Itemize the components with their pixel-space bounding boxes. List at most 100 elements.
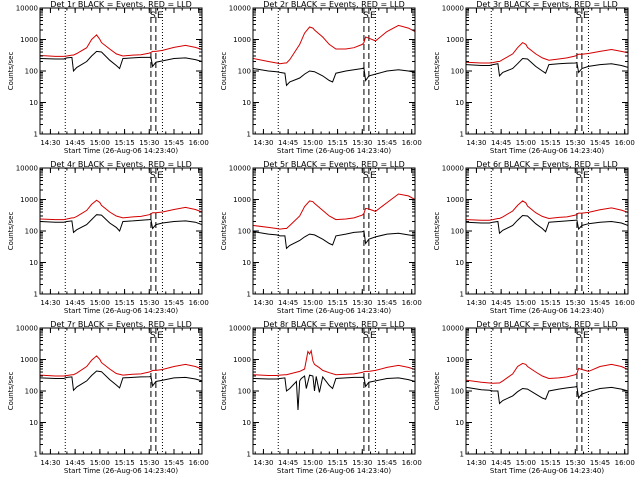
series-line-events xyxy=(466,214,629,235)
series-line-lld xyxy=(40,199,203,221)
marker-label: S xyxy=(150,331,156,341)
y-tick-label: 10000 xyxy=(16,325,38,333)
x-tick-label: 15:30 xyxy=(352,299,372,307)
y-tick-label: 1 xyxy=(247,451,251,459)
x-tick-label: 15:15 xyxy=(114,139,134,147)
y-tick-label: 1000 xyxy=(233,356,251,364)
plot-frame xyxy=(39,167,203,295)
panel-7: Det 7r BLACK = Events, RED = LLD S E 1 10 100… xyxy=(7,320,209,475)
x-tick-label: 15:00 xyxy=(516,139,536,147)
x-tick-label: 16:00 xyxy=(189,459,209,467)
x-tick-label: 14:45 xyxy=(65,459,85,467)
series-line-lld xyxy=(253,349,416,376)
y-tick-label: 1000 xyxy=(233,36,251,44)
y-tick-label: 10 xyxy=(455,419,464,427)
x-tick-label: 15:00 xyxy=(90,459,110,467)
x-tick-label: 14:30 xyxy=(466,299,486,307)
x-tick-label: 15:45 xyxy=(590,139,610,147)
x-tick-label: 15:45 xyxy=(164,299,184,307)
x-tick-label: 15:00 xyxy=(90,139,110,147)
marker-label: S xyxy=(150,11,156,21)
y-axis-label: Counts/sec xyxy=(220,52,228,91)
y-tick-label: 100 xyxy=(238,388,251,396)
marker-label: E xyxy=(157,11,163,21)
x-tick-label: 15:30 xyxy=(565,299,585,307)
series-line-lld xyxy=(466,200,629,221)
y-tick-label: 100 xyxy=(25,388,38,396)
x-tick-label: 14:45 xyxy=(491,459,511,467)
panel-title: Det 1r BLACK = Events, RED = LLD xyxy=(50,0,192,9)
y-tick-label: 10000 xyxy=(16,165,38,173)
marker-label: S xyxy=(576,331,582,341)
panel-title: Det 5r BLACK = Events, RED = LLD xyxy=(263,160,405,169)
series-line-events xyxy=(466,57,629,78)
x-tick-label: 15:00 xyxy=(303,299,323,307)
x-tick-label: 15:00 xyxy=(516,459,536,467)
x-axis-label: Start Time (26-Aug-06 14:23:40) xyxy=(64,307,178,315)
marker-label: E xyxy=(370,331,376,341)
y-tick-label: 100 xyxy=(451,228,464,236)
x-tick-label: 14:30 xyxy=(466,459,486,467)
y-tick-label: 10 xyxy=(455,99,464,107)
x-tick-label: 15:15 xyxy=(327,139,347,147)
x-axis-label: Start Time (26-Aug-06 14:23:40) xyxy=(64,147,178,155)
x-tick-label: 15:00 xyxy=(303,459,323,467)
y-tick-label: 1 xyxy=(460,291,464,299)
y-axis-label: Counts/sec xyxy=(7,212,15,251)
y-axis-label: Counts/sec xyxy=(220,372,228,411)
marker-label: E xyxy=(370,171,376,181)
y-tick-label: 1000 xyxy=(446,356,464,364)
y-tick-label: 10000 xyxy=(16,5,38,13)
series-line-events xyxy=(40,50,203,73)
series-line-lld xyxy=(466,41,629,64)
marker-label: S xyxy=(363,171,369,181)
series-line-events xyxy=(253,67,416,87)
x-tick-label: 15:00 xyxy=(90,299,110,307)
panel-8: Det 8r BLACK = Events, RED = LLD S E 1 10 100… xyxy=(220,320,422,475)
x-axis-label: Start Time (26-Aug-06 14:23:40) xyxy=(277,307,391,315)
x-tick-label: 14:30 xyxy=(40,299,60,307)
x-tick-label: 15:45 xyxy=(590,459,610,467)
y-axis-label: Counts/sec xyxy=(7,372,15,411)
x-tick-label: 15:45 xyxy=(590,299,610,307)
plot-frame xyxy=(39,327,203,455)
y-tick-label: 10000 xyxy=(229,165,251,173)
y-tick-label: 1000 xyxy=(20,36,38,44)
x-tick-label: 14:45 xyxy=(491,139,511,147)
plot-frame xyxy=(465,7,629,135)
plot-frame xyxy=(465,167,629,295)
series-line-events xyxy=(253,230,416,250)
x-tick-label: 16:00 xyxy=(615,299,635,307)
y-tick-label: 1000 xyxy=(20,356,38,364)
x-tick-label: 14:45 xyxy=(278,459,298,467)
y-tick-label: 100 xyxy=(451,68,464,76)
y-tick-label: 1 xyxy=(34,291,38,299)
y-tick-label: 10000 xyxy=(442,165,464,173)
panel-title: Det 3r BLACK = Events, RED = LLD xyxy=(476,0,618,9)
x-tick-label: 14:30 xyxy=(40,139,60,147)
series-line-lld xyxy=(253,24,416,65)
x-axis-label: Start Time (26-Aug-06 14:23:40) xyxy=(490,147,604,155)
x-tick-label: 14:45 xyxy=(65,139,85,147)
marker-label: S xyxy=(363,331,369,341)
x-tick-label: 15:15 xyxy=(114,459,134,467)
y-tick-label: 100 xyxy=(25,68,38,76)
series-line-events xyxy=(40,214,203,234)
y-axis-label: Counts/sec xyxy=(433,52,441,91)
panel-4: Det 4r BLACK = Events, RED = LLD S E 1 10 100… xyxy=(7,160,209,315)
y-tick-label: 10 xyxy=(242,259,251,267)
marker-label: E xyxy=(157,171,163,181)
plot-frame xyxy=(39,7,203,135)
x-tick-label: 14:45 xyxy=(278,139,298,147)
x-tick-label: 15:15 xyxy=(540,299,560,307)
x-tick-label: 16:00 xyxy=(402,139,422,147)
y-tick-label: 1 xyxy=(34,451,38,459)
x-tick-label: 14:45 xyxy=(278,299,298,307)
y-axis-label: Counts/sec xyxy=(433,372,441,411)
x-tick-label: 14:30 xyxy=(466,139,486,147)
series-line-lld xyxy=(466,362,629,384)
y-axis-label: Counts/sec xyxy=(7,52,15,91)
panel-5: Det 5r BLACK = Events, RED = LLD S E 1 10 100… xyxy=(220,160,422,315)
panel-title: Det 8r BLACK = Events, RED = LLD xyxy=(263,320,405,329)
y-tick-label: 100 xyxy=(238,68,251,76)
